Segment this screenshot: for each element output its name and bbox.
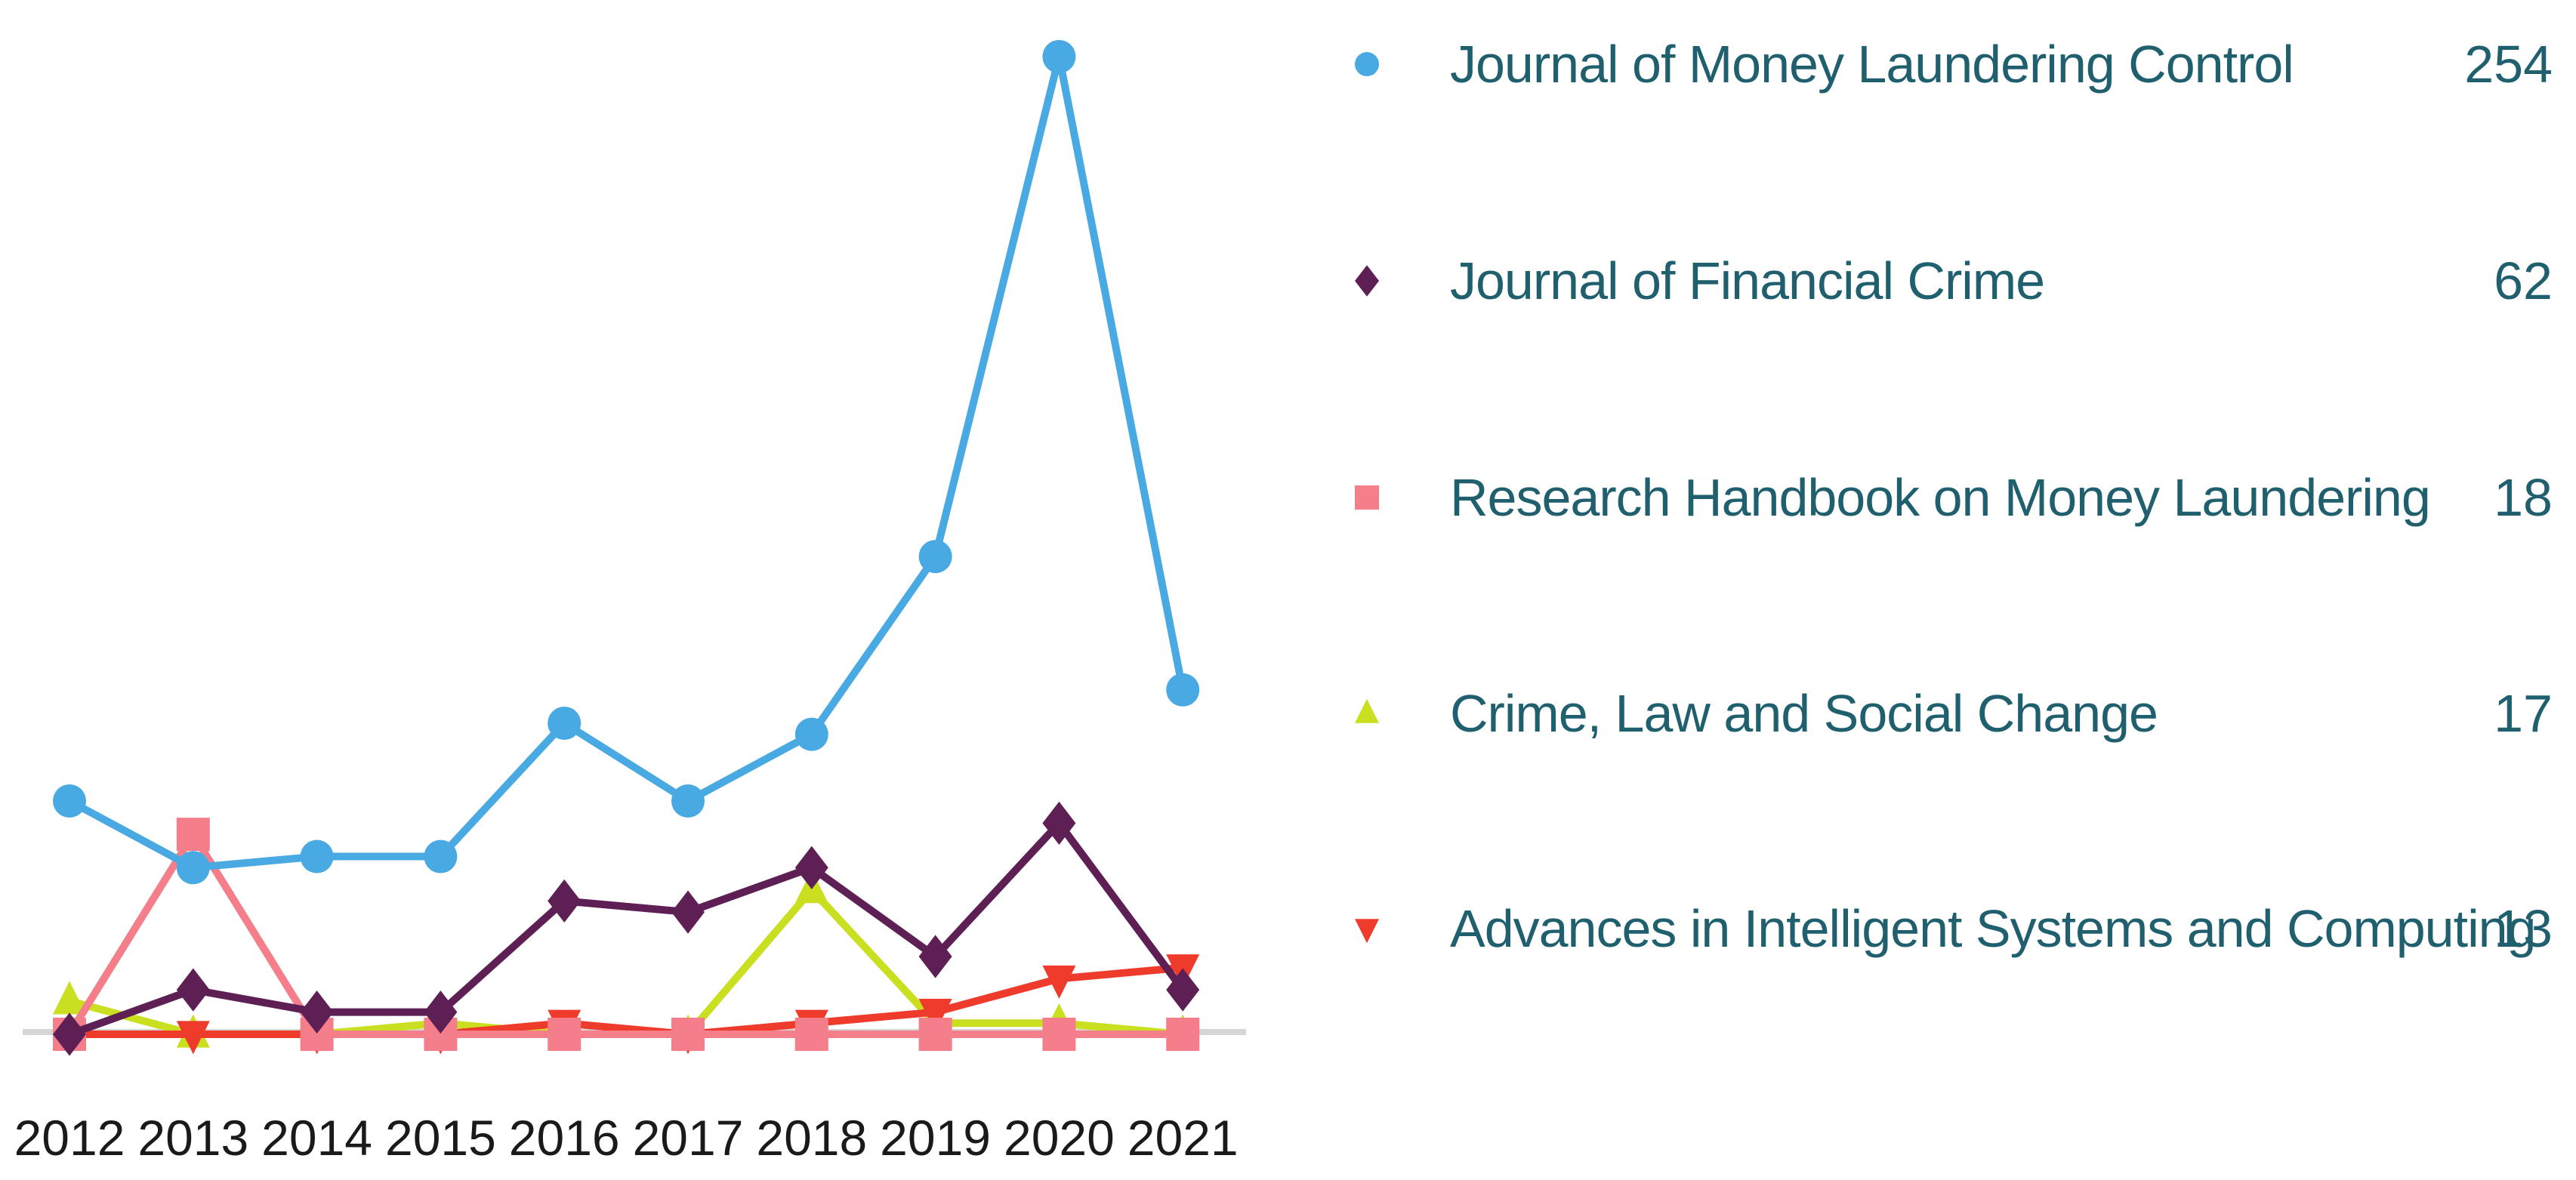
- data-point-3-2021[interactable]: [1166, 1018, 1200, 1051]
- x-tick-2014: 2014: [261, 1110, 372, 1166]
- data-point-2-2012[interactable]: [53, 1012, 86, 1056]
- data-point-2-2017[interactable]: [671, 890, 705, 934]
- series-line-1: [67, 53, 1187, 872]
- data-point-3-2019[interactable]: [918, 1018, 952, 1051]
- x-tick-2016: 2016: [509, 1110, 620, 1166]
- legend-count: 18: [2494, 468, 2553, 527]
- data-point-3-2017[interactable]: [671, 1018, 705, 1051]
- data-point-2-2021[interactable]: [1166, 968, 1200, 1012]
- data-point-3-2016[interactable]: [548, 1018, 582, 1051]
- legend-marker-triangle-up-icon: [1344, 691, 1390, 736]
- series-line-2: [68, 819, 1186, 1038]
- legend-label: Crime, Law and Social Change: [1450, 684, 2158, 743]
- legend-count: 13: [2494, 899, 2553, 958]
- data-point-1-2015[interactable]: [424, 840, 458, 873]
- data-point-1-2020[interactable]: [1042, 40, 1076, 73]
- legend-marker-triangle-down-icon: [1344, 906, 1390, 951]
- data-point-1-2017[interactable]: [671, 784, 705, 818]
- x-tick-2019: 2019: [880, 1110, 991, 1166]
- data-point-1-2012[interactable]: [53, 784, 86, 818]
- data-point-2-2014[interactable]: [300, 990, 334, 1034]
- legend-count: 17: [2494, 684, 2553, 743]
- series-5: [53, 954, 1200, 1055]
- legend-marker-diamond-icon: [1344, 258, 1390, 303]
- x-tick-2020: 2020: [1004, 1110, 1115, 1166]
- series-4: [53, 870, 1200, 1048]
- data-point-3-2020[interactable]: [1042, 1018, 1076, 1051]
- series-1: [53, 40, 1200, 885]
- legend-marker-circle-icon: [1344, 42, 1390, 87]
- series-line-5: [69, 963, 1183, 1038]
- x-tick-labels: 2012 2013 2014 2015 2016 2017 2018 2019 2020 2021: [14, 1110, 1239, 1166]
- data-point-1-2019[interactable]: [918, 540, 952, 574]
- data-point-2-2019[interactable]: [918, 935, 952, 978]
- legend-marker-square-icon: [1344, 475, 1390, 520]
- x-tick-2017: 2017: [633, 1110, 744, 1166]
- data-point-4-2012[interactable]: [53, 981, 86, 1015]
- legend-label: Journal of Money Laundering Control: [1450, 35, 2294, 94]
- x-tick-2015: 2015: [385, 1110, 496, 1166]
- legend-item-2[interactable]: Journal of Financial Crime 62: [1344, 239, 2553, 322]
- legend-count: 62: [2494, 251, 2553, 310]
- data-point-1-2014[interactable]: [300, 840, 334, 873]
- data-point-2-2018[interactable]: [794, 846, 828, 889]
- legend-label: Advances in Intelligent Systems and Comp…: [1450, 899, 2536, 958]
- legend-item-4[interactable]: Crime, Law and Social Change 17: [1344, 672, 2553, 755]
- legend-item-5[interactable]: Advances in Intelligent Systems and Comp…: [1344, 887, 2553, 970]
- series-2: [53, 801, 1200, 1056]
- series-layer: [53, 40, 1200, 1056]
- series-line-4: [68, 886, 1183, 1038]
- data-point-5-2020[interactable]: [1042, 965, 1076, 999]
- data-point-5-2013[interactable]: [176, 1021, 210, 1055]
- data-point-1-2016[interactable]: [548, 706, 582, 740]
- legend-label: Research Handbook on Money Laundering: [1450, 468, 2431, 527]
- data-point-5-2019[interactable]: [918, 998, 952, 1032]
- data-point-2-2016[interactable]: [548, 879, 582, 923]
- x-tick-2021: 2021: [1128, 1110, 1239, 1166]
- data-point-2-2015[interactable]: [424, 990, 458, 1034]
- data-point-1-2021[interactable]: [1166, 673, 1200, 707]
- legend-label: Journal of Financial Crime: [1450, 251, 2045, 310]
- line-chart: 2012 2013 2014 2015 2016 2017 2018 2019 2020 2021: [14, 40, 1246, 1166]
- data-point-1-2018[interactable]: [794, 717, 828, 751]
- data-point-1-2013[interactable]: [176, 851, 210, 885]
- data-point-2-2013[interactable]: [176, 968, 210, 1012]
- x-tick-2018: 2018: [756, 1110, 867, 1166]
- x-tick-2012: 2012: [14, 1110, 125, 1166]
- data-point-3-2018[interactable]: [794, 1018, 828, 1051]
- x-tick-2013: 2013: [137, 1110, 248, 1166]
- legend-count: 254: [2464, 35, 2553, 94]
- data-point-3-2013[interactable]: [176, 818, 210, 852]
- data-point-2-2020[interactable]: [1042, 801, 1076, 845]
- legend-item-3[interactable]: Research Handbook on Money Laundering 18: [1344, 456, 2553, 539]
- series-line-3: [66, 830, 1183, 1038]
- legend: Journal of Money Laundering Control 254 Jo…: [1344, 0, 2576, 1180]
- legend-item-1[interactable]: Journal of Money Laundering Control 254: [1344, 23, 2553, 106]
